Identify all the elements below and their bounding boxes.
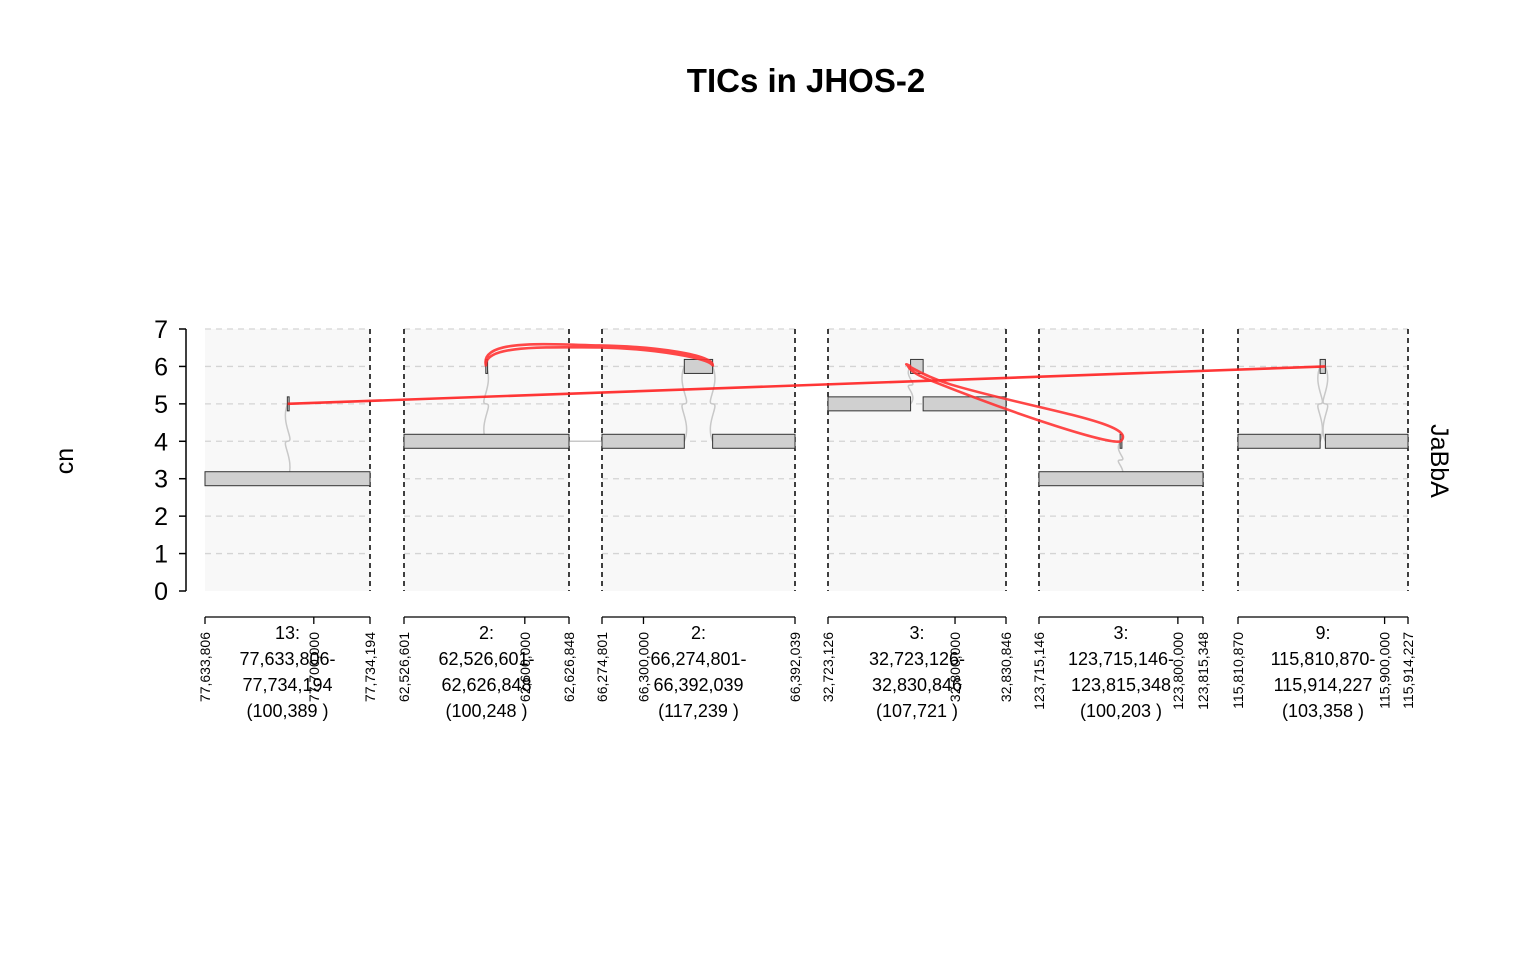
window-labels: 13: 77,633,806- 77,734,194 (100,389 ) 2: 62,5… [239, 623, 1375, 721]
alternate-edge [287, 365, 1326, 406]
genomic-tick-label: 32,723,126 [820, 632, 836, 702]
reference-edge [681, 366, 688, 442]
window-label-line: 77,633,806- [239, 649, 335, 669]
reference-edge [907, 365, 914, 405]
genomic-tick-label: 32,800,000 [947, 632, 963, 702]
y-tick-label: 4 [154, 428, 168, 456]
genomic-tick-label: 66,392,039 [787, 632, 803, 702]
genomic-tick-label: 62,600,000 [517, 632, 533, 702]
window-label-line: 3: [909, 623, 924, 643]
window-label-line: 9: [1315, 623, 1330, 643]
reference-edge [483, 366, 490, 442]
grid-lines [205, 328, 1408, 555]
genomic-tick-label: 32,830,846 [998, 632, 1014, 702]
alternate-edge [904, 363, 1125, 443]
cn-segment [601, 433, 685, 449]
genomic-tick-label: 77,633,806 [197, 632, 213, 702]
window-label-line: (103,358 ) [1282, 701, 1364, 721]
cn-segment [827, 396, 912, 412]
y-tick-label: 7 [154, 316, 168, 344]
y-tick-label: 3 [154, 466, 168, 494]
y-axis-label: cn [51, 448, 79, 474]
genomic-tick-label: 62,526,601 [396, 632, 412, 702]
window-backgrounds [205, 329, 1408, 591]
copy-number-segments [204, 358, 1409, 487]
window-label-line: 13: [275, 623, 300, 643]
window-label-line: 123,715,146- [1068, 649, 1174, 669]
window-label-line: 2: [691, 623, 706, 643]
window-boundaries [369, 329, 1409, 591]
cn-segment [1324, 433, 1409, 449]
cn-segment [204, 471, 371, 487]
window-label-line: (107,721 ) [876, 701, 958, 721]
window-label-line: 115,810,870- [1271, 649, 1376, 669]
window-label-line: 3: [1113, 623, 1128, 643]
genomic-tick-label: 115,900,000 [1377, 632, 1393, 709]
reference-edge [1322, 366, 1329, 442]
genomic-tick-label: 123,800,000 [1170, 632, 1186, 710]
alternate-edge [484, 342, 714, 367]
genomic-tick-label: 115,810,870 [1230, 632, 1246, 709]
cn-segment [712, 433, 796, 449]
genomic-tick-label: 62,626,848 [561, 632, 577, 702]
genomic-axes: 77,633,806 77,700,000 77,734,194 62,526,601… [197, 616, 1416, 710]
y-axis: 0 1 2 3 4 5 6 7 [154, 316, 187, 606]
cn-segment [403, 433, 570, 449]
window-label-line: (100,389 ) [246, 701, 328, 721]
window-label-line: 115,914,227 [1274, 675, 1373, 695]
window-background-0 [205, 329, 370, 591]
window-label-line: 77,734,194 [242, 675, 332, 695]
window-label-line: 62,526,601- [438, 649, 534, 669]
genomic-tick-label: 123,715,146 [1031, 632, 1047, 710]
genomic-tick-label: 66,300,000 [635, 632, 651, 702]
window-label-line: 62,626,848 [441, 675, 531, 695]
chart-title: TICs in JHOS-2 [687, 62, 925, 99]
reference-edge [1117, 440, 1124, 480]
genomic-tick-label: 77,734,194 [362, 632, 378, 702]
alternate-edges [287, 342, 1326, 443]
window-label-line: 32,830,846 [872, 675, 962, 695]
cn-segment [1237, 433, 1321, 449]
genomic-tick-label: 115,914,227 [1400, 632, 1416, 709]
window-label-line: (117,239 ) [658, 701, 739, 721]
y-tick-label: 6 [154, 353, 168, 381]
y-tick-label: 2 [154, 503, 168, 531]
y-tick-label: 5 [154, 391, 168, 419]
genomic-tick-label: 123,815,348 [1195, 632, 1211, 710]
y-tick-label: 0 [154, 578, 168, 606]
window-label-line: 66,274,801- [650, 649, 746, 669]
reference-edge [709, 366, 716, 442]
window-label-line: 123,815,348 [1071, 675, 1171, 695]
track-label: JaBbA [1425, 424, 1453, 498]
genomic-tick-label: 77,700,000 [306, 632, 322, 702]
window-label-line: 66,392,039 [653, 675, 743, 695]
genomic-tick-label: 66,274,801 [594, 632, 610, 702]
reference-edge [1317, 366, 1324, 442]
reference-edges [284, 365, 1329, 480]
cn-segment [1038, 471, 1204, 487]
window-label-line: (100,248 ) [445, 701, 527, 721]
window-label-line: 32,723,126- [869, 649, 965, 669]
reference-edge [284, 403, 291, 480]
window-label-line: 2: [479, 623, 494, 643]
window-label-line: (100,203 ) [1080, 701, 1162, 721]
y-tick-label: 1 [154, 541, 168, 569]
